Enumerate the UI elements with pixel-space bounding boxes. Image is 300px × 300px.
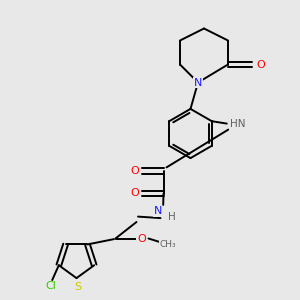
Text: O: O (130, 188, 139, 199)
Text: N: N (154, 206, 163, 217)
Text: O: O (137, 233, 146, 244)
Text: O: O (256, 59, 265, 70)
Text: HN: HN (230, 119, 246, 129)
Text: CH₃: CH₃ (160, 240, 176, 249)
Text: S: S (74, 281, 82, 292)
Text: N: N (194, 77, 202, 88)
Text: H: H (168, 212, 176, 222)
Text: Cl: Cl (46, 281, 57, 291)
Text: O: O (130, 166, 139, 176)
